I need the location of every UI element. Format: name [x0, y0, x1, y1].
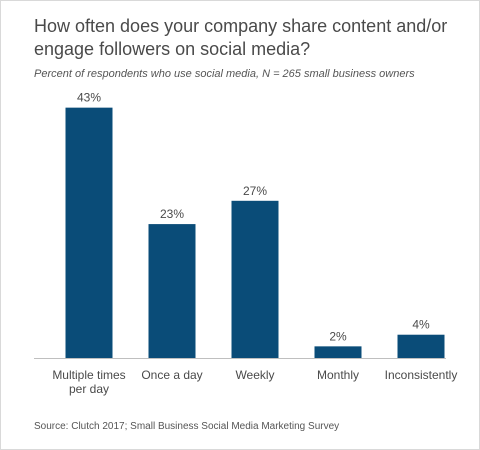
source-note: Source: Clutch 2017; Small Business Soci…	[34, 421, 340, 432]
bar-3	[231, 200, 279, 358]
bar-2	[148, 224, 196, 358]
category-label-1-line-2: per day	[69, 382, 109, 396]
bar-5	[397, 334, 445, 358]
data-label-2: 23%	[160, 207, 184, 221]
data-label-5: 4%	[412, 318, 430, 332]
category-label-5: Inconsistently	[385, 368, 458, 382]
category-label-3: Weekly	[235, 368, 274, 382]
chart-subtitle: Percent of respondents who use social me…	[34, 68, 415, 80]
data-label-4: 2%	[329, 329, 347, 343]
data-label-1: 43%	[77, 91, 101, 105]
data-label-3: 27%	[243, 184, 267, 198]
category-label-4: Monthly	[317, 368, 359, 382]
category-label-2: Once a day	[141, 368, 202, 382]
bar-4	[314, 346, 362, 358]
chart-title: How often does your company share conten…	[34, 16, 448, 59]
category-label-1-line-1: Multiple times	[52, 368, 125, 382]
bar-1	[65, 107, 113, 359]
